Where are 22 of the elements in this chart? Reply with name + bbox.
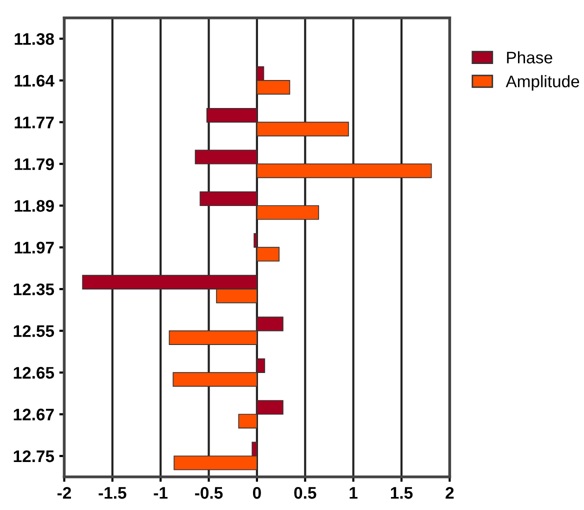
y-tick-label: 12.67: [14, 408, 54, 420]
y-tick-label: 11.77: [14, 116, 54, 128]
y-tick-label: 11.79: [14, 158, 54, 170]
x-tick-label: -2: [57, 487, 71, 499]
x-tick-label: -1.5: [98, 487, 126, 499]
y-tick-label: 11.89: [14, 200, 54, 212]
y-tick-label: 11.97: [14, 242, 54, 254]
x-tick-label: -1: [154, 487, 168, 499]
y-tick-label: 12.65: [14, 366, 54, 379]
y-tick-label: 12.35: [14, 283, 54, 296]
x-tick-label: -0.5: [195, 487, 223, 499]
x-tick-label: 2: [446, 487, 454, 499]
legend-label: Phase: [507, 51, 552, 64]
x-tick-label: 0: [252, 487, 261, 499]
x-tick-label: 1.5: [390, 487, 413, 499]
x-tick-label: 0.5: [294, 487, 316, 499]
y-tick-label: 11.64: [14, 74, 54, 87]
x-tick-label: 1: [350, 487, 358, 499]
y-tick-label: 11.38: [14, 33, 54, 45]
legend-label: Amplitude: [506, 75, 580, 91]
y-tick-label: 12.55: [14, 325, 54, 338]
y-tick-label: 12.75: [14, 450, 54, 462]
